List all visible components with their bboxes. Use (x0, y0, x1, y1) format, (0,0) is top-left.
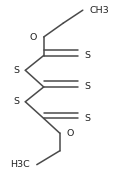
Text: O: O (66, 129, 73, 138)
Text: O: O (29, 33, 36, 41)
Text: S: S (13, 97, 19, 106)
Text: S: S (13, 66, 19, 75)
Text: S: S (84, 114, 90, 123)
Text: CH3: CH3 (89, 6, 109, 15)
Text: H3C: H3C (10, 160, 30, 169)
Text: S: S (84, 51, 90, 60)
Text: S: S (84, 83, 90, 91)
